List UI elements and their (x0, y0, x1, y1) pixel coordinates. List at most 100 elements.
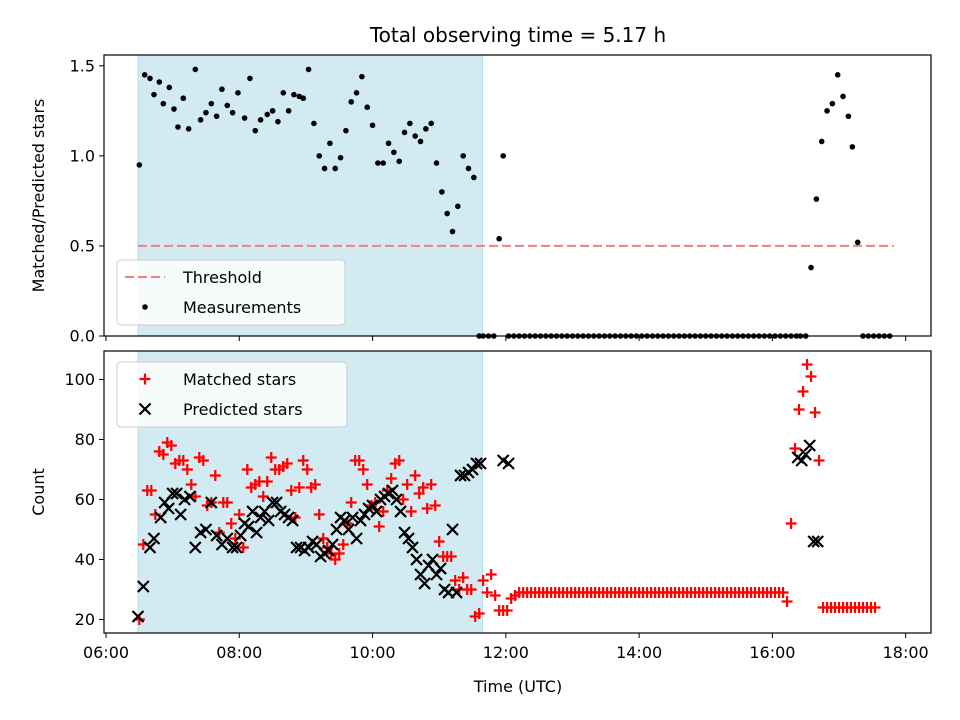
predicted-stars-point (502, 457, 515, 470)
measurements-point (364, 104, 371, 111)
measurements-point (147, 75, 153, 82)
measurements-point (849, 144, 856, 150)
measurements-point (175, 124, 181, 130)
matched-stars-point (329, 554, 341, 565)
measurements-point (285, 108, 292, 114)
predicted-stars-point (226, 541, 239, 554)
bottom-legend-label: Matched stars (183, 370, 296, 389)
matched-stars-point (473, 608, 485, 619)
measurements-point (385, 140, 392, 147)
matched-stars-point (221, 497, 233, 508)
matched-stars-point (237, 542, 249, 553)
bottom-y-tick-label: 80 (75, 430, 95, 449)
predicted-stars-point (803, 439, 816, 452)
measurements-point (455, 203, 461, 210)
bottom-y-tick-label: 60 (75, 490, 95, 509)
measurements-point (280, 90, 287, 96)
measurements-point (305, 66, 312, 73)
matched-stars-point (165, 440, 177, 451)
measurements-point (396, 158, 403, 165)
measurements-point (151, 91, 157, 98)
predicted-stars-point (354, 514, 367, 527)
top-y-tick-label: 0.5 (70, 236, 95, 255)
measurements-point (407, 120, 413, 127)
predicted-stars-point (406, 541, 419, 554)
matched-stars-point (809, 407, 821, 418)
predicted-stars-point (474, 457, 487, 470)
matched-stars-point (189, 491, 201, 502)
matched-stars-point (353, 455, 365, 466)
predicted-stars-point (199, 523, 213, 536)
matched-stars-point (337, 539, 349, 550)
legend-matched-swatch (139, 373, 151, 385)
matched-stars-point (777, 587, 789, 598)
x-axis-label: Time (UTC) (473, 677, 562, 696)
measurements-point (275, 118, 281, 125)
measurements-point (213, 113, 220, 120)
top-y-axis-label: Matched/Predicted stars (29, 99, 48, 293)
measurements-point (180, 95, 187, 102)
matched-stars-point (801, 359, 813, 370)
predicted-stars-point (370, 505, 383, 518)
predicted-stars-point (230, 541, 243, 554)
predicted-stars-point (390, 493, 403, 506)
measurements-point (433, 160, 440, 166)
matched-stars-point (393, 455, 405, 466)
predicted-stars-point (346, 511, 359, 524)
matched-stars-point (385, 473, 397, 484)
matched-stars-point (401, 479, 413, 490)
predicted-stars-point (183, 490, 197, 503)
measurements-point (417, 138, 424, 145)
matched-stars-point (797, 386, 809, 397)
x-tick-label: 08:00 (216, 643, 262, 662)
matched-stars-point (465, 584, 477, 595)
x-tick-label: 14:00 (616, 643, 662, 662)
matched-stars-point (425, 479, 437, 490)
matched-stars-point (297, 455, 309, 466)
predicted-stars-point (262, 514, 275, 527)
measurements-point (496, 235, 502, 242)
top-axes-frame (103, 54, 932, 337)
measurements-point (854, 239, 861, 246)
measurements-point (224, 102, 231, 109)
predicted-stars-point (270, 496, 283, 509)
predicted-stars-point (286, 514, 299, 527)
predicted-stars-point (210, 529, 223, 542)
predicted-stars-point (366, 499, 379, 512)
x-tick-label: 10:00 (350, 643, 396, 662)
matched-stars-point (481, 587, 493, 598)
matched-stars-point (409, 470, 421, 481)
measurements-point (369, 122, 376, 129)
top-legend-label: Threshold (182, 268, 262, 287)
matched-stars-point (241, 464, 253, 475)
measurements-point (166, 84, 173, 91)
matched-stars-point (421, 503, 433, 514)
matched-stars-point (405, 506, 417, 517)
matched-stars-point (317, 533, 329, 544)
matched-stars-point (181, 464, 193, 475)
measurements-point (444, 210, 450, 217)
predicted-stars-point (450, 586, 463, 599)
matched-stars-point (449, 575, 461, 586)
matched-stars-point (345, 497, 357, 508)
predicted-stars-point (326, 538, 339, 551)
predicted-stars-point (454, 469, 467, 482)
predicted-stars-point (410, 553, 423, 566)
legend-measurements-swatch (142, 304, 148, 310)
measurements-point (241, 115, 248, 121)
bottom-panel: 20 40 60 80 100 06:00 08:00 10:00 12:00 14:00 16:0… (29, 350, 932, 662)
legend-predicted-swatch (138, 402, 152, 416)
predicted-stars-point (394, 505, 407, 518)
measurements-point (449, 228, 456, 235)
predicted-stars-point (250, 526, 263, 539)
matched-stars-point (185, 479, 197, 490)
matched-stars-point (157, 449, 169, 460)
predicted-stars-point (466, 463, 479, 476)
measurements-point (311, 120, 317, 127)
predicted-stars-point (189, 541, 202, 554)
measurements-point (197, 117, 204, 123)
predicted-stars-point (350, 532, 363, 545)
measurements-point (252, 127, 259, 134)
measurements-point (380, 160, 387, 166)
measurements-point (192, 66, 199, 73)
